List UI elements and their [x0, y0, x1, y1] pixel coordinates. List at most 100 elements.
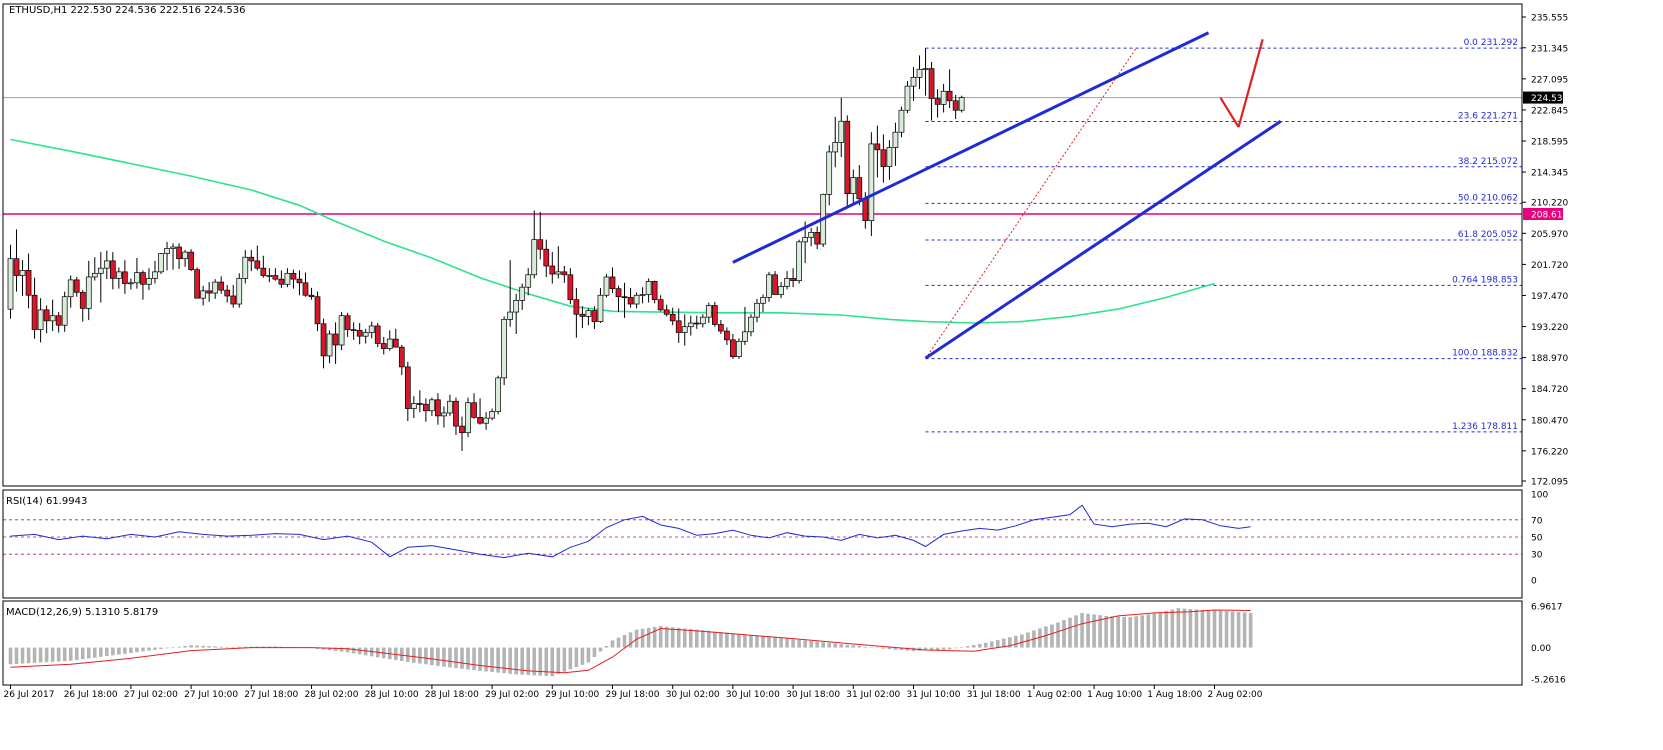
candle	[260, 255, 267, 278]
macd-histogram-bar	[658, 626, 663, 648]
moving-average	[10, 138, 1215, 324]
candle	[13, 229, 20, 292]
macd-histogram-bar	[815, 641, 819, 648]
candle-body	[206, 290, 213, 294]
candle	[609, 267, 616, 294]
candle-body	[423, 403, 429, 412]
main-panel-frame	[2, 3, 1523, 487]
macd-histogram-bar	[797, 639, 801, 648]
candle	[85, 260, 92, 321]
candle-body	[856, 177, 863, 200]
moving-average-line	[10, 138, 1215, 324]
candle	[25, 253, 32, 309]
candle-body	[266, 275, 273, 277]
candle	[441, 406, 447, 428]
macd-histogram-bar	[261, 646, 266, 648]
current-price-tag	[1523, 91, 1563, 104]
candle	[826, 145, 833, 206]
macd-histogram-bar	[135, 647, 139, 653]
candle	[501, 316, 507, 386]
macd-histogram-bar	[514, 647, 518, 675]
macd-histogram-bar	[532, 647, 537, 676]
candle-body	[639, 294, 646, 296]
candle-body	[49, 315, 56, 322]
time-tick-label: 30 Jul 18:00	[786, 690, 840, 700]
macd-histogram-bar	[568, 647, 573, 670]
candle-body	[338, 315, 345, 346]
macd-histogram-bar	[412, 647, 416, 663]
macd-histogram-bar	[153, 647, 157, 650]
macd-histogram-bar	[62, 647, 67, 662]
candle	[465, 397, 471, 438]
candle-body	[790, 278, 796, 281]
candle	[272, 268, 279, 281]
candle-body	[796, 241, 802, 281]
candle-body	[61, 296, 68, 326]
macd-histogram-bar	[129, 647, 133, 653]
candle-body	[537, 239, 544, 250]
price-tick-label: 201.720	[1531, 261, 1568, 271]
candle-body	[513, 300, 520, 313]
macd-histogram-bar	[1110, 616, 1114, 648]
macd-histogram-bar	[32, 647, 37, 663]
macd-histogram-bar	[436, 647, 440, 666]
candle	[368, 321, 375, 339]
candle	[404, 361, 411, 422]
candle	[856, 165, 863, 206]
candle-body	[182, 251, 188, 260]
macd-histogram-bar	[490, 647, 494, 673]
macd-histogram-bar	[56, 647, 61, 662]
candle	[158, 252, 164, 275]
candle	[561, 265, 568, 283]
time-tick-label: 1 Aug 02:00	[1027, 690, 1082, 700]
candle	[850, 169, 857, 204]
candle	[152, 260, 158, 284]
candle	[284, 268, 291, 288]
time-tick-label: 28 Jul 10:00	[365, 690, 419, 700]
macd-histogram-bar	[1020, 634, 1024, 648]
macd-histogram-bar	[333, 647, 338, 651]
candle	[350, 322, 357, 340]
candle-body	[85, 276, 92, 309]
macd-histogram-bar	[117, 647, 121, 655]
macd-histogram-bar	[273, 646, 278, 648]
time-tick-label: 31 Jul 10:00	[907, 690, 961, 700]
candle-body	[31, 294, 38, 330]
macd-histogram-bar	[406, 647, 410, 662]
candle	[236, 273, 243, 308]
macd-histogram-bar	[237, 646, 242, 648]
candle	[597, 287, 604, 324]
macd-histogram-bar	[1248, 612, 1253, 648]
candle	[49, 299, 56, 332]
candle	[392, 328, 399, 348]
candle	[579, 306, 586, 329]
macd-histogram-bar	[1104, 615, 1108, 648]
macd-histogram-bar	[466, 647, 470, 670]
macd-histogram-bar	[1170, 609, 1175, 648]
resistance-level-value: 208.614	[1531, 210, 1568, 220]
macd-histogram-bar	[50, 647, 55, 662]
rsi-panel-frame	[2, 489, 1523, 599]
candle-body	[579, 313, 586, 317]
candle	[495, 375, 501, 415]
time-tick-label: 31 Jul 02:00	[846, 690, 900, 700]
candle	[748, 314, 754, 337]
candle	[182, 249, 188, 267]
macd-histogram-bar	[1092, 614, 1096, 648]
price-tick-label: 214.345	[1531, 169, 1568, 179]
candle-body	[272, 275, 279, 280]
macd-histogram-bar	[983, 642, 988, 648]
candle-body	[326, 333, 333, 357]
candle-body	[91, 272, 98, 278]
macd-histogram-bar	[544, 647, 549, 676]
candle	[808, 227, 815, 247]
macd-histogram-bar	[580, 647, 585, 665]
macd-histogram-bar	[1002, 638, 1006, 648]
macd-histogram-bar	[400, 647, 404, 662]
time-tick-label: 27 Jul 10:00	[184, 690, 238, 700]
price-tick-label: 231.345	[1531, 44, 1568, 54]
candle	[224, 285, 231, 303]
candle	[212, 279, 219, 299]
macd-histogram-bar	[791, 639, 795, 648]
